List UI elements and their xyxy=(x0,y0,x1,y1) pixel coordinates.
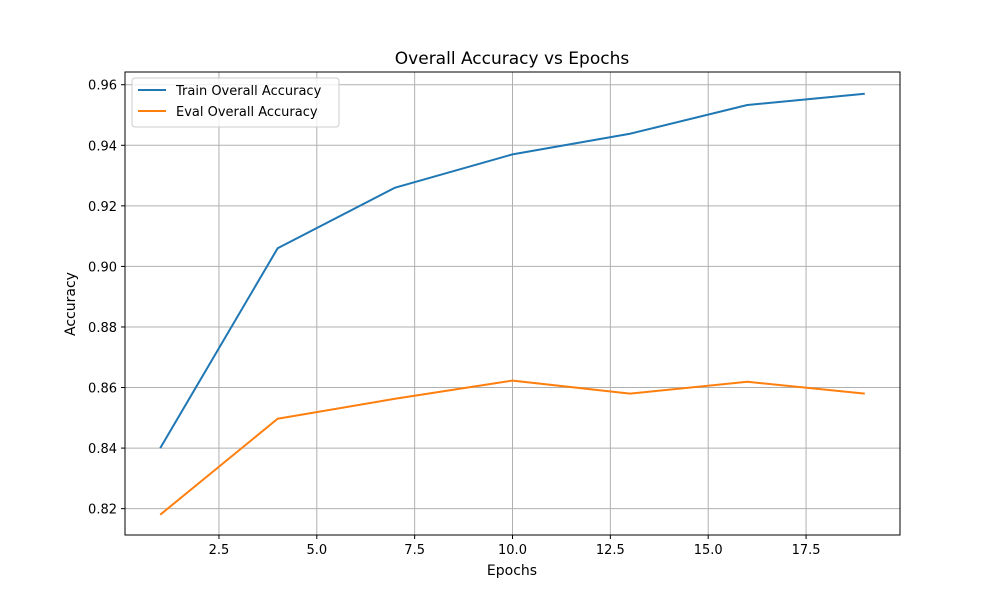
x-tick-label: 7.5 xyxy=(404,543,425,558)
x-tick-label: 12.5 xyxy=(596,543,625,558)
x-axis-ticks: 2.5 5.0 7.5 10.0 12.5 15.0 17.5 xyxy=(209,535,821,558)
legend-label-train: Train Overall Accuracy xyxy=(175,84,322,99)
x-tick-label: 2.5 xyxy=(209,543,230,558)
x-axis-title: Epochs xyxy=(487,563,537,579)
chart-title: Overall Accuracy vs Epochs xyxy=(395,49,630,69)
y-tick-label: 0.86 xyxy=(88,382,117,397)
y-tick-label: 0.92 xyxy=(88,200,117,215)
x-tick-label: 15.0 xyxy=(694,543,723,558)
x-tick-label: 5.0 xyxy=(306,543,327,558)
legend-box xyxy=(131,77,340,128)
y-axis-ticks: 0.82 0.84 0.86 0.88 0.90 0.92 0.94 0.96 xyxy=(88,79,125,518)
y-tick-label: 0.94 xyxy=(88,139,117,154)
series-line-eval xyxy=(159,379,865,516)
y-tick-label: 0.84 xyxy=(88,442,117,457)
series-line-train xyxy=(159,92,865,449)
legend: Train Overall Accuracy Eval Overall Accu… xyxy=(131,77,340,128)
y-tick-label: 0.90 xyxy=(88,260,117,275)
y-tick-label: 0.88 xyxy=(88,321,117,336)
y-tick-label: 0.82 xyxy=(88,503,117,518)
y-axis-title: Accuracy xyxy=(63,272,79,336)
grid xyxy=(125,72,900,535)
x-tick-label: 17.5 xyxy=(792,543,821,558)
x-tick-label: 10.0 xyxy=(498,543,527,558)
legend-label-eval: Eval Overall Accuracy xyxy=(176,105,318,120)
series-lines xyxy=(159,92,865,516)
y-tick-label: 0.96 xyxy=(88,79,117,94)
